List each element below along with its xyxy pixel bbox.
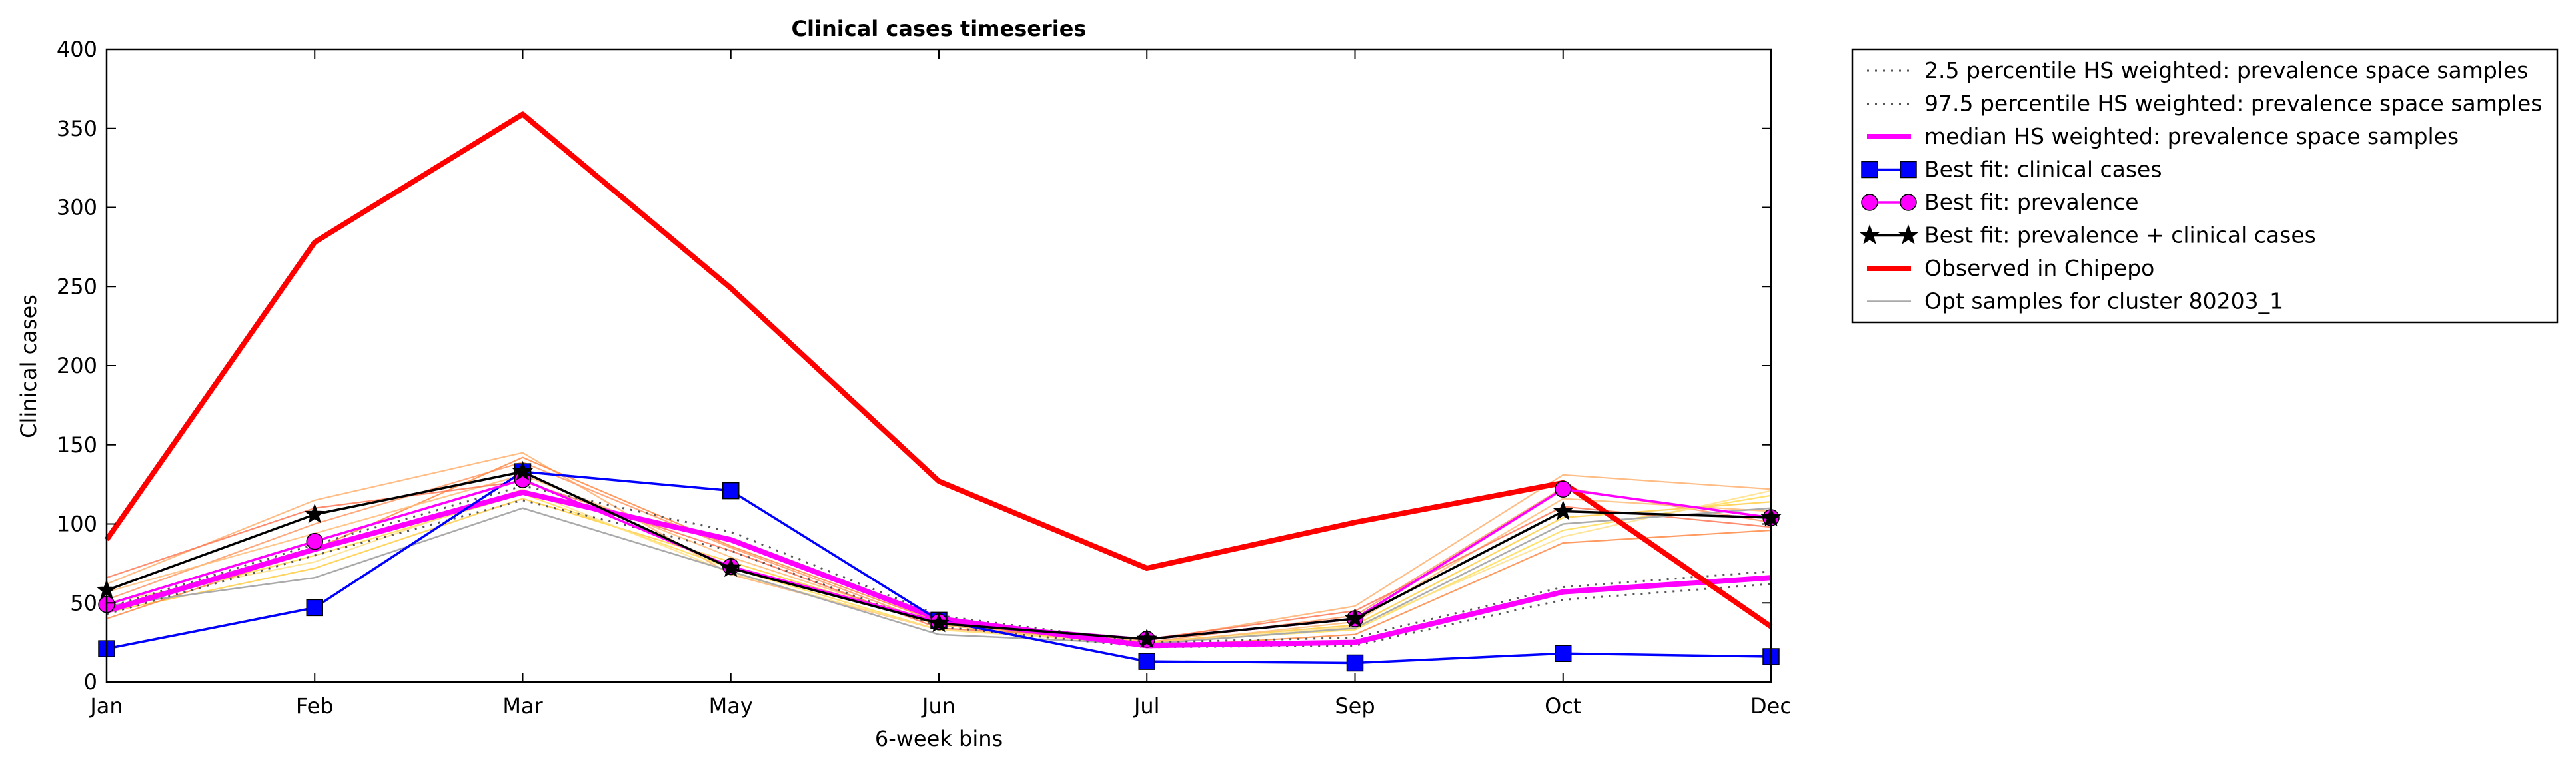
x-tick-label: Jun: [921, 693, 956, 719]
x-tick-label: Dec: [1750, 693, 1792, 719]
x-axis-title: 6-week bins: [875, 726, 1003, 751]
series-6-point-6: [1136, 628, 1157, 649]
y-tick-label: 0: [84, 669, 97, 695]
series-6-point-2: [304, 503, 325, 524]
series-line-1: [106, 499, 1772, 649]
y-tick-label: 100: [57, 512, 97, 537]
series-6-point-8: [1553, 500, 1574, 520]
legend-label-7: Observed in Chipepo: [1924, 255, 2154, 281]
legend-box: [1851, 48, 2559, 324]
plot-background: [107, 49, 1771, 682]
series-4-point-6: [1138, 653, 1155, 670]
series-6-point-3: [512, 460, 534, 481]
x-tick-label: Jan: [89, 693, 123, 719]
legend-label-2: 97.5 percentile HS weighted: prevalence …: [1924, 91, 2543, 117]
x-tick-label: Oct: [1545, 693, 1581, 719]
y-tick-label: 200: [57, 353, 97, 378]
x-tick-label: Feb: [296, 693, 334, 719]
legend-marker-6a: [1859, 224, 1880, 244]
axes: 0 50 100 150 200 250 300 350 400 Jan Feb Mar May Jun J…: [57, 37, 1792, 719]
legend-label-8: Opt samples for cluster 80203_1: [1924, 288, 2283, 314]
series-4-point-8: [1555, 645, 1572, 662]
x-tick-label: Jul: [1133, 693, 1160, 719]
series-4-point-7: [1346, 654, 1364, 672]
x-tick-label: Sep: [1335, 693, 1375, 719]
series-4-point-4: [722, 482, 740, 500]
series-line-2: [106, 485, 1772, 644]
y-tick-label: 150: [57, 432, 97, 458]
legend-label-4: Best fit: clinical cases: [1924, 157, 2162, 183]
chart-title: Clinical cases timeseries: [792, 16, 1087, 41]
series-5-point-2: [306, 532, 323, 550]
plot-area: [96, 49, 1782, 682]
y-tick-label: 350: [57, 116, 97, 141]
y-tick-label: 250: [57, 274, 97, 299]
legend-label-3: median HS weighted: prevalence space sam…: [1924, 123, 2459, 149]
series-6-point-5: [928, 612, 950, 633]
y-tick-label: 300: [57, 195, 97, 220]
y-tick-label: 400: [57, 37, 97, 62]
series-line-7: [104, 111, 1773, 629]
legend-marker-4b: [1900, 161, 1917, 179]
series-line-8: [106, 507, 1772, 645]
series-5-point-8: [1555, 480, 1572, 498]
legend-marker-5b: [1900, 194, 1917, 211]
x-tick-label: Mar: [502, 693, 543, 719]
legend-marker-5a: [1861, 194, 1878, 211]
x-tick-label: May: [709, 693, 753, 719]
series-6-point-7: [1344, 607, 1366, 628]
legend-label-5: Best fit: prevalence: [1924, 189, 2139, 215]
y-axis-title: Clinical cases: [16, 294, 41, 438]
y-tick-label: 50: [70, 590, 97, 615]
legend-label-1: 2.5 percentile HS weighted: prevalence s…: [1924, 57, 2529, 83]
legend: 2.5 percentile HS weighted: prevalence s…: [1851, 48, 2559, 324]
legend-marker-4a: [1861, 161, 1878, 179]
legend-label-6: Best fit: prevalence + clinical cases: [1924, 222, 2316, 248]
series-6-point-4: [720, 557, 742, 578]
legend-marker-6b: [1898, 224, 1919, 244]
series-4-point-2: [306, 599, 323, 617]
